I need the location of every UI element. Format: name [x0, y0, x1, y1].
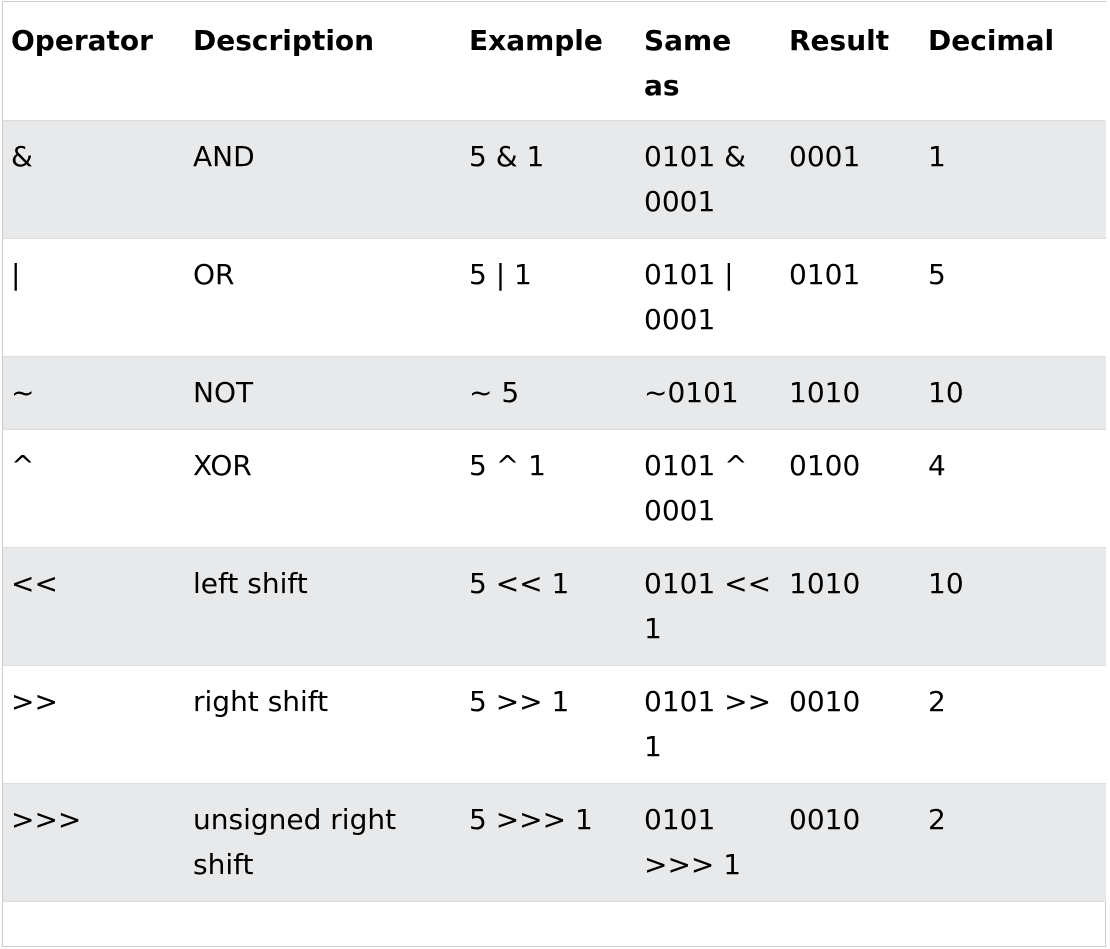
- cell-result: 0100: [781, 429, 920, 548]
- cell-description: NOT: [185, 356, 461, 430]
- cell-operator: ^: [3, 429, 185, 548]
- table-row: << left shift 5 << 1 0101 << 1 1010 10: [3, 547, 1106, 666]
- cell-result: 1010: [781, 547, 920, 666]
- table-row: ~ NOT ~ 5 ~0101 1010 10: [3, 356, 1106, 430]
- cell-result: 0010: [781, 665, 920, 784]
- cell-decimal: 4: [920, 429, 1106, 548]
- cell-operator: >>>: [3, 783, 185, 902]
- cell-operator: &: [3, 120, 185, 239]
- cell-same-as: 0101 ^ 0001: [636, 429, 781, 548]
- table-row: >>> unsigned right shift 5 >>> 1 0101 >>…: [3, 783, 1106, 902]
- cell-decimal: 10: [920, 547, 1106, 666]
- cell-result: 0001: [781, 120, 920, 239]
- cell-description: left shift: [185, 547, 461, 666]
- cell-description: XOR: [185, 429, 461, 548]
- cell-decimal: 2: [920, 783, 1106, 902]
- cell-operator: ~: [3, 356, 185, 430]
- cell-example: ~ 5: [461, 356, 636, 430]
- cell-description: OR: [185, 238, 461, 357]
- cell-operator: >>: [3, 665, 185, 784]
- header-description: Description: [185, 2, 461, 121]
- cell-example: 5 | 1: [461, 238, 636, 357]
- cell-example: 5 << 1: [461, 547, 636, 666]
- header-example: Example: [461, 2, 636, 121]
- cell-same-as: 0101 >>> 1: [636, 783, 781, 902]
- header-operator: Operator: [3, 2, 185, 121]
- header-result: Result: [781, 2, 920, 121]
- table-header-row: Operator Description Example Same as Res…: [3, 2, 1106, 121]
- cell-same-as: 0101 << 1: [636, 547, 781, 666]
- cell-example: 5 >> 1: [461, 665, 636, 784]
- cell-same-as: ~0101: [636, 356, 781, 430]
- bitwise-operators-table: Operator Description Example Same as Res…: [3, 2, 1106, 902]
- cell-example: 5 ^ 1: [461, 429, 636, 548]
- cell-decimal: 10: [920, 356, 1106, 430]
- cell-description: AND: [185, 120, 461, 239]
- cell-operator: |: [3, 238, 185, 357]
- cell-result: 0010: [781, 783, 920, 902]
- cell-decimal: 5: [920, 238, 1106, 357]
- table-row: >> right shift 5 >> 1 0101 >> 1 0010 2: [3, 665, 1106, 784]
- cell-example: 5 >>> 1: [461, 783, 636, 902]
- cell-example: 5 & 1: [461, 120, 636, 239]
- header-same-as: Same as: [636, 2, 781, 121]
- table-row: & AND 5 & 1 0101 & 0001 0001 1: [3, 120, 1106, 239]
- cell-same-as: 0101 | 0001: [636, 238, 781, 357]
- cell-result: 1010: [781, 356, 920, 430]
- cell-result: 0101: [781, 238, 920, 357]
- cell-decimal: 2: [920, 665, 1106, 784]
- header-decimal: Decimal: [920, 2, 1106, 121]
- cell-description: unsigned right shift: [185, 783, 461, 902]
- cell-same-as: 0101 & 0001: [636, 120, 781, 239]
- cell-description: right shift: [185, 665, 461, 784]
- table-row: ^ XOR 5 ^ 1 0101 ^ 0001 0100 4: [3, 429, 1106, 548]
- cell-decimal: 1: [920, 120, 1106, 239]
- table-row: | OR 5 | 1 0101 | 0001 0101 5: [3, 238, 1106, 357]
- cell-same-as: 0101 >> 1: [636, 665, 781, 784]
- cell-operator: <<: [3, 547, 185, 666]
